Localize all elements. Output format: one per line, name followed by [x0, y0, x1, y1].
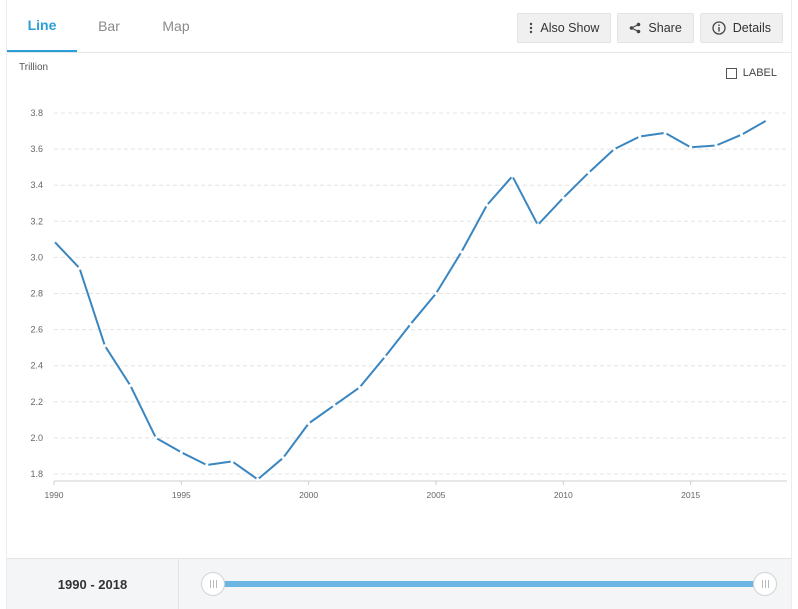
data-point [714, 143, 718, 148]
data-point [383, 355, 387, 359]
data-point [510, 174, 514, 178]
data-point [332, 403, 336, 408]
range-slider-track[interactable] [213, 581, 765, 587]
data-point [663, 131, 667, 135]
chart-panel: Line Bar Map Also Show Share Details Tri [6, 0, 792, 609]
data-point [77, 266, 82, 270]
data-point [179, 450, 183, 454]
data-point [154, 436, 158, 440]
also-show-label: Also Show [540, 21, 600, 35]
data-point [128, 383, 132, 388]
y-tick-label: 3.8 [30, 108, 43, 118]
label-checkbox[interactable] [725, 67, 737, 79]
y-tick-label: 3.2 [30, 216, 43, 226]
data-point [587, 170, 591, 175]
data-point [230, 459, 234, 463]
data-point [52, 239, 56, 243]
data-point [485, 203, 489, 207]
range-end-handle[interactable] [753, 572, 777, 596]
y-tick-label: 3.4 [30, 180, 43, 190]
y-tick-label: 3.6 [30, 144, 43, 154]
details-label: Details [732, 21, 771, 35]
y-tick-label: 2.8 [30, 289, 43, 299]
year-range-label: 1990 - 2018 [7, 559, 179, 609]
tab-line[interactable]: Line [7, 0, 77, 52]
data-point [739, 133, 744, 137]
tabs-divider [7, 52, 791, 53]
more-vertical-icon [530, 22, 533, 34]
share-icon [630, 22, 641, 34]
y-tick-label: 2.6 [30, 325, 43, 335]
share-button[interactable]: Share [617, 13, 694, 43]
data-point [434, 291, 438, 296]
tab-map[interactable]: Map [162, 18, 190, 34]
range-bar: 1990 - 2018 [7, 558, 791, 609]
range-start-handle[interactable] [201, 572, 225, 596]
series-line [53, 119, 768, 481]
view-tabs: Line Bar Map [7, 0, 208, 52]
data-point [205, 463, 209, 467]
data-point [281, 456, 285, 460]
x-tick-label: 2010 [554, 490, 573, 500]
x-tick-label: 2000 [299, 490, 318, 500]
data-point [307, 421, 311, 426]
x-tick-label: 2005 [427, 490, 446, 500]
share-label: Share [648, 21, 682, 35]
also-show-button[interactable]: Also Show [517, 13, 612, 43]
y-tick-label: 2.2 [30, 397, 43, 407]
label-toggle[interactable]: LABEL [725, 67, 777, 79]
info-icon [712, 21, 726, 35]
data-point [536, 223, 540, 227]
data-point [357, 385, 362, 389]
y-tick-label: 2.4 [30, 361, 43, 371]
label-toggle-text: LABEL [742, 67, 777, 79]
data-point [689, 145, 693, 149]
tab-bar[interactable]: Bar [98, 18, 120, 34]
data-point [256, 477, 260, 482]
y-axis-unit-label: Trillion [19, 62, 49, 73]
y-tick-label: 1.8 [30, 469, 43, 479]
x-tick-label: 1995 [172, 490, 191, 500]
line-chart: 1.8 2.0 2.2 2.4 2.6 2.8 3.0 3.2 3.4 3.6 3.8 1990 199… [30, 108, 787, 500]
data-point [612, 147, 616, 151]
x-tick-label: 1990 [45, 490, 64, 500]
data-point [103, 344, 107, 348]
data-point [561, 196, 565, 200]
data-point [765, 118, 769, 122]
x-tick-label: 2015 [681, 490, 700, 500]
action-buttons: Also Show Share Details [517, 13, 783, 43]
data-point [638, 134, 642, 139]
data-point [408, 322, 413, 326]
details-button[interactable]: Details [699, 13, 783, 43]
data-point [459, 250, 464, 254]
y-tick-label: 2.0 [30, 433, 43, 443]
y-tick-label: 3.0 [30, 252, 43, 262]
